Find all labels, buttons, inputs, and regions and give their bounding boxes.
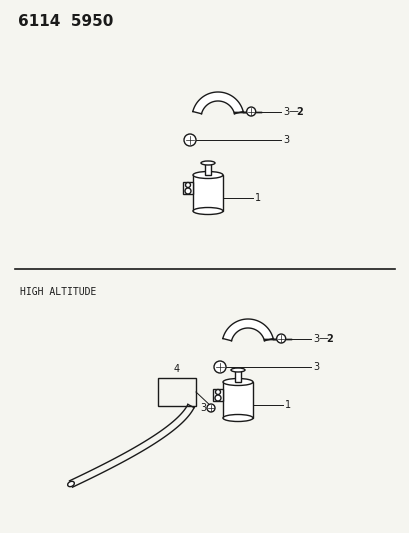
Bar [193,175,222,211]
Bar [213,389,222,401]
Ellipse shape [200,161,214,165]
Text: 3: 3 [312,334,319,344]
Circle shape [207,404,214,412]
Ellipse shape [230,368,245,372]
Circle shape [276,334,285,343]
Ellipse shape [193,172,222,179]
Bar [157,378,196,406]
Text: 3: 3 [200,403,205,413]
Text: 3: 3 [283,135,289,145]
Text: 2: 2 [295,107,302,117]
Circle shape [184,134,196,146]
Text: —: — [288,107,297,117]
Bar [222,382,252,418]
Circle shape [215,390,220,394]
Text: 3: 3 [283,107,289,117]
Circle shape [214,395,220,401]
Text: 1: 1 [284,400,290,410]
Text: 4: 4 [173,364,180,374]
Text: HIGH ALTITUDE: HIGH ALTITUDE [20,287,96,297]
Circle shape [184,188,191,194]
Text: 1: 1 [254,193,261,203]
Ellipse shape [67,481,74,487]
Bar [234,370,240,382]
Bar [182,182,193,194]
Text: 2: 2 [326,334,332,344]
Ellipse shape [193,207,222,214]
Bar [204,163,211,175]
Circle shape [246,107,255,116]
Text: 6114  5950: 6114 5950 [18,14,113,29]
Ellipse shape [222,378,252,385]
Polygon shape [222,319,272,341]
Circle shape [213,361,225,373]
Circle shape [185,182,190,188]
Text: —: — [317,334,327,344]
Text: 3: 3 [312,362,319,372]
Polygon shape [192,92,243,114]
Ellipse shape [222,415,252,422]
